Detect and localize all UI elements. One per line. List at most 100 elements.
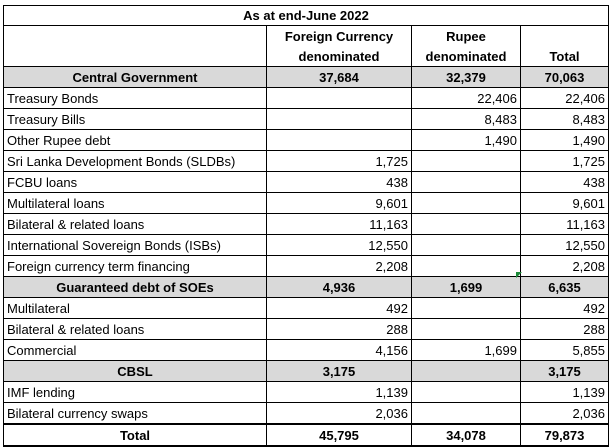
table-row: Bilateral currency swaps 2,036 2,036	[3, 402, 609, 425]
total-value: 2,036	[520, 402, 609, 425]
foreign-value: 2,208	[266, 255, 412, 277]
table-row: FCBU loans 438 438	[3, 171, 609, 193]
foreign-value	[266, 129, 412, 151]
row-label: International Sovereign Bonds (ISBs)	[3, 234, 267, 256]
header-blank-cell	[3, 25, 267, 46]
row-label: Treasury Bonds	[3, 87, 267, 109]
total-value: 11,163	[520, 213, 609, 235]
rupee-value: 1,699	[411, 339, 521, 361]
row-label: Treasury Bills	[3, 108, 267, 130]
total-value: 1,490	[520, 129, 609, 151]
foreign-value: 492	[266, 297, 412, 319]
rupee-value	[411, 255, 521, 277]
rupee-value: 8,483	[411, 108, 521, 130]
total-value: 70,063	[520, 66, 609, 88]
foreign-value: 1,725	[266, 150, 412, 172]
table-row: Multilateral loans 9,601 9,601	[3, 192, 609, 214]
foreign-value: 12,550	[266, 234, 412, 256]
foreign-value: 37,684	[266, 66, 412, 88]
section-label: Central Government	[3, 66, 267, 88]
table-row: Other Rupee debt 1,490 1,490	[3, 129, 609, 151]
foreign-value: 9,601	[266, 192, 412, 214]
total-value: 8,483	[520, 108, 609, 130]
foreign-value: 2,036	[266, 402, 412, 425]
rupee-value	[411, 234, 521, 256]
table-row: Treasury Bills 8,483 8,483	[3, 108, 609, 130]
section-row: CBSL 3,175 3,175	[3, 360, 609, 382]
row-label: Sri Lanka Development Bonds (SLDBs)	[3, 150, 267, 172]
total-value: 12,550	[520, 234, 609, 256]
rupee-value	[411, 318, 521, 340]
table-row: Bilateral & related loans 11,163 11,163	[3, 213, 609, 235]
total-value: 1,725	[520, 150, 609, 172]
rupee-value	[411, 402, 521, 425]
row-label: Foreign currency term financing	[3, 255, 267, 277]
total-value: 438	[520, 171, 609, 193]
total-foreign: 45,795	[266, 423, 412, 447]
debt-table: As at end-June 2022 Foreign Currency Rup…	[3, 5, 609, 447]
section-label: Guaranteed debt of SOEs	[3, 276, 267, 298]
total-value: 9,601	[520, 192, 609, 214]
foreign-value: 4,936	[266, 276, 412, 298]
header-total: Total	[520, 46, 609, 67]
table-row: Treasury Bonds 22,406 22,406	[3, 87, 609, 109]
rupee-value	[411, 171, 521, 193]
header-blank-cell	[3, 46, 267, 67]
table-row: Commercial 4,156 1,699 5,855	[3, 339, 609, 361]
row-label: Bilateral currency swaps	[3, 402, 267, 425]
total-value: 288	[520, 318, 609, 340]
rupee-value	[411, 213, 521, 235]
header-foreign-line1: Foreign Currency	[266, 25, 412, 46]
total-row: Total 45,795 34,078 79,873	[3, 423, 609, 447]
section-row: Central Government 37,684 32,379 70,063	[3, 66, 609, 88]
foreign-value: 1,139	[266, 381, 412, 403]
table-title: As at end-June 2022	[3, 5, 609, 26]
cell-comment-marker	[516, 272, 522, 278]
header-rupee-line2: denominated	[411, 46, 521, 67]
row-label: IMF lending	[3, 381, 267, 403]
header-rupee-line1: Rupee	[411, 25, 521, 46]
rupee-value	[411, 381, 521, 403]
total-rupee: 34,078	[411, 423, 521, 447]
total-value: 6,635	[520, 276, 609, 298]
header-total-blank	[520, 25, 609, 46]
total-value: 5,855	[520, 339, 609, 361]
rupee-value: 1,490	[411, 129, 521, 151]
rupee-value: 22,406	[411, 87, 521, 109]
row-label: Commercial	[3, 339, 267, 361]
foreign-value	[266, 87, 412, 109]
table-row: IMF lending 1,139 1,139	[3, 381, 609, 403]
rupee-value: 32,379	[411, 66, 521, 88]
rupee-value	[411, 192, 521, 214]
row-label: Multilateral	[3, 297, 267, 319]
total-value: 492	[520, 297, 609, 319]
total-value: 2,208	[520, 255, 609, 277]
row-label: FCBU loans	[3, 171, 267, 193]
header-columns-row-1: Foreign Currency Rupee	[3, 25, 609, 46]
rupee-value: 1,699	[411, 276, 521, 298]
total-label: Total	[3, 423, 267, 447]
foreign-value: 4,156	[266, 339, 412, 361]
rupee-value	[411, 360, 521, 382]
row-label: Other Rupee debt	[3, 129, 267, 151]
table-row: Sri Lanka Development Bonds (SLDBs) 1,725…	[3, 150, 609, 172]
foreign-value: 11,163	[266, 213, 412, 235]
row-label: Multilateral loans	[3, 192, 267, 214]
grand-total: 79,873	[520, 423, 609, 447]
table-row: Bilateral & related loans 288 288	[3, 318, 609, 340]
header-title-row: As at end-June 2022	[3, 5, 609, 26]
total-value: 3,175	[520, 360, 609, 382]
header-columns-row-2: denominated denominated Total	[3, 46, 609, 67]
rupee-value	[411, 297, 521, 319]
total-value: 1,139	[520, 381, 609, 403]
foreign-value	[266, 108, 412, 130]
rupee-value	[411, 150, 521, 172]
foreign-value: 438	[266, 171, 412, 193]
section-label: CBSL	[3, 360, 267, 382]
table-row: International Sovereign Bonds (ISBs) 12,5…	[3, 234, 609, 256]
total-value: 22,406	[520, 87, 609, 109]
table-row: Multilateral 492 492	[3, 297, 609, 319]
foreign-value: 3,175	[266, 360, 412, 382]
row-label: Bilateral & related loans	[3, 318, 267, 340]
